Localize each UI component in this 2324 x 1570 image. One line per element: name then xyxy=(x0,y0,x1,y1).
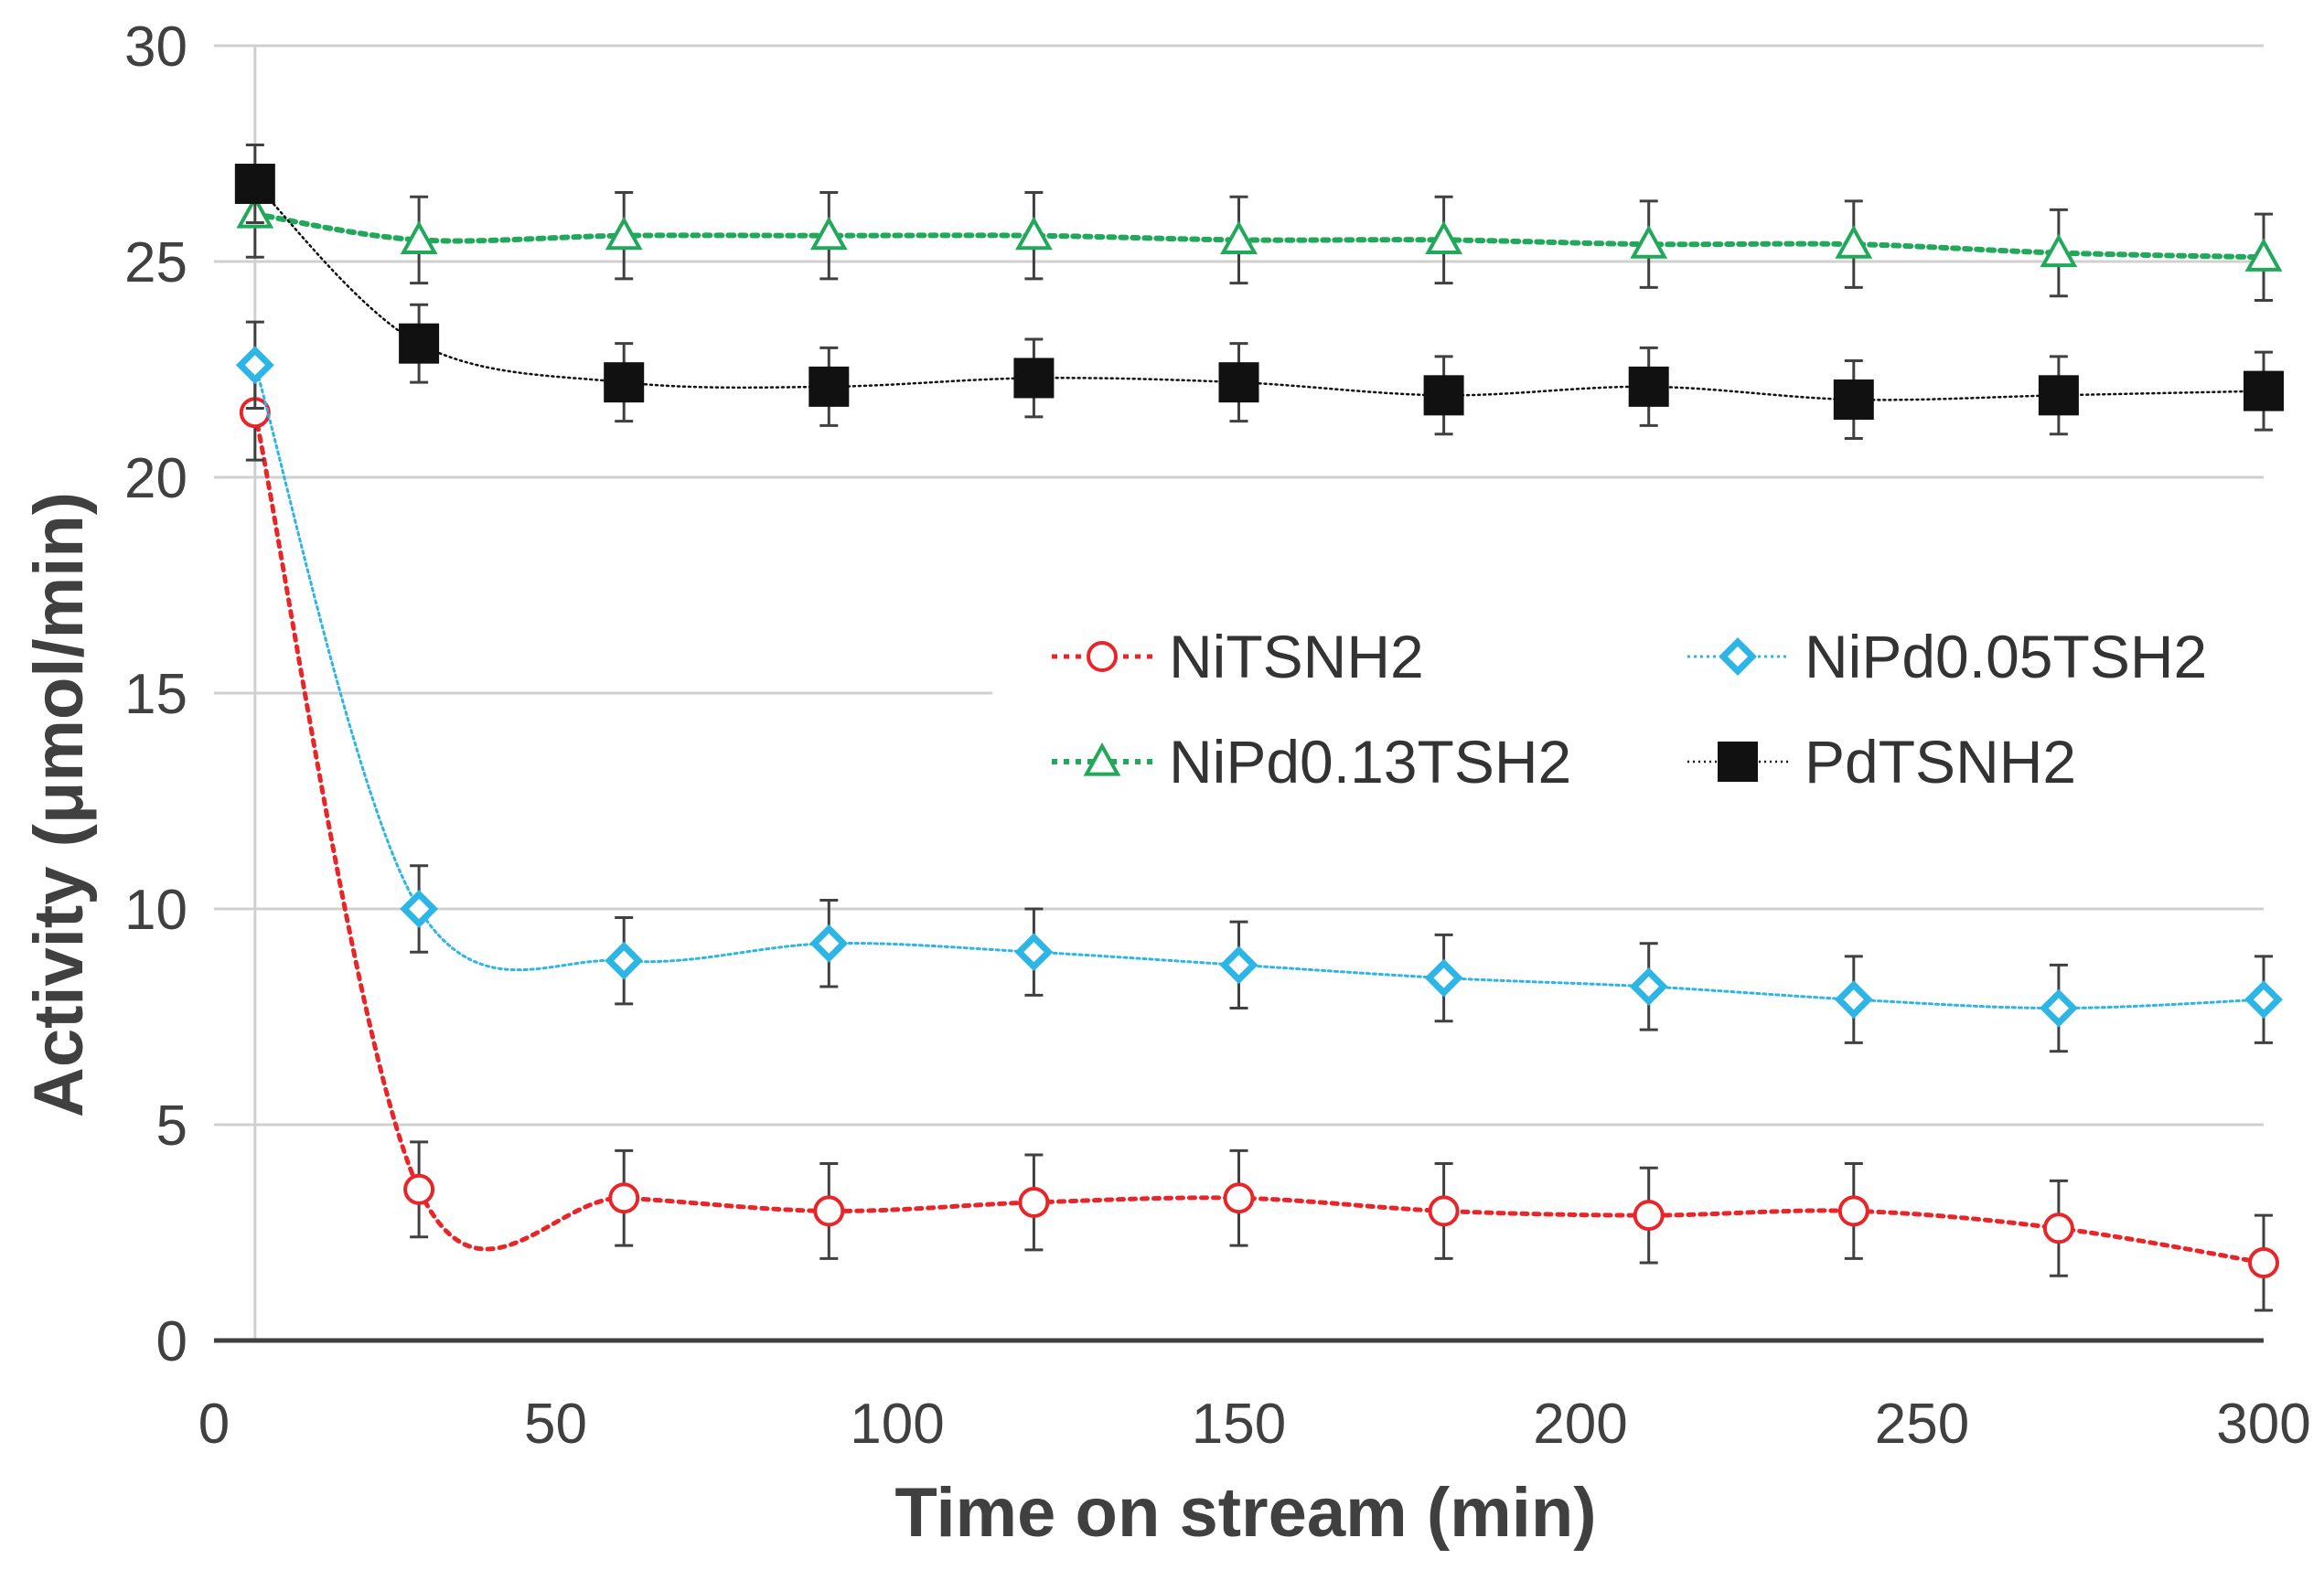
series-layer xyxy=(234,144,2284,1312)
legend-item-nitsnh2: NiTSNH2 xyxy=(1052,623,1424,690)
point-nipd0-05tsh2-6 xyxy=(1424,958,1463,998)
point-pdtsnh2-8 xyxy=(1833,379,1874,421)
point-nipd0-13tsh2-3 xyxy=(809,216,848,251)
y-tick-label-10: 10 xyxy=(124,879,187,942)
point-nitsnh2-5 xyxy=(1223,1182,1255,1214)
y-axis-title: Activity (μmol/min) xyxy=(20,492,98,1117)
point-nitsnh2-7 xyxy=(1633,1200,1665,1232)
y-axis-ticks: 0 5 10 15 20 25 30 xyxy=(124,16,187,1373)
point-nitsnh2-3 xyxy=(813,1195,845,1227)
series-line-nitsnh2 xyxy=(252,410,2266,1266)
point-nipd0-13tsh2-2 xyxy=(605,216,643,251)
legend-marker-pdtsnh2 xyxy=(1718,742,1758,782)
x-tick-label-100: 100 xyxy=(850,1393,944,1456)
series-line-nipd0-05tsh2 xyxy=(253,363,2265,1010)
point-pdtsnh2-6 xyxy=(1423,375,1464,416)
point-nitsnh2-4 xyxy=(1018,1186,1050,1218)
x-tick-label-50: 50 xyxy=(524,1393,587,1456)
x-tick-label-300: 300 xyxy=(2216,1393,2310,1456)
point-nipd0-05tsh2-4 xyxy=(1014,933,1054,972)
point-nitsnh2-1 xyxy=(403,1173,435,1205)
point-nipd0-13tsh2-6 xyxy=(1425,220,1462,254)
x-axis-title: Time on stream (min) xyxy=(894,1474,1596,1552)
point-nipd0-13tsh2-10 xyxy=(2244,238,2283,272)
x-tick-label-0: 0 xyxy=(198,1393,230,1456)
x-tick-label-200: 200 xyxy=(1533,1393,1627,1456)
legend-marker-nipd0-13tsh2 xyxy=(1083,742,1121,776)
point-nipd0-05tsh2-8 xyxy=(1834,980,1873,1020)
point-nipd0-05tsh2-7 xyxy=(1629,967,1668,1006)
point-nitsnh2-6 xyxy=(1428,1195,1460,1227)
point-nitsnh2-9 xyxy=(2042,1212,2074,1244)
x-tick-label-150: 150 xyxy=(1192,1393,1286,1456)
legend-background xyxy=(992,603,2268,818)
point-nitsnh2-2 xyxy=(608,1182,640,1214)
point-nipd0-05tsh2-9 xyxy=(2039,988,2078,1028)
point-nipd0-13tsh2-7 xyxy=(1630,225,1668,259)
point-pdtsnh2-5 xyxy=(1218,362,1259,403)
legend-item-pdtsnh2: PdTSNH2 xyxy=(1687,728,2076,796)
point-pdtsnh2-2 xyxy=(604,362,645,403)
y-tick-label-15: 15 xyxy=(124,663,187,726)
point-nipd0-05tsh2-1 xyxy=(400,890,439,928)
legend-label-nipd0-13tsh2: NiPd0.13TSH2 xyxy=(1169,728,1571,796)
series-nipd0-05tsh2 xyxy=(235,320,2283,1053)
point-pdtsnh2-3 xyxy=(809,366,850,407)
point-pdtsnh2-10 xyxy=(2244,370,2284,411)
series-nipd0-13tsh2 xyxy=(236,169,2283,302)
point-pdtsnh2-1 xyxy=(399,323,440,364)
legend-label-nipd0-05tsh2: NiPd0.05TSH2 xyxy=(1805,623,2207,690)
point-pdtsnh2-4 xyxy=(1013,358,1055,399)
point-pdtsnh2-9 xyxy=(2038,375,2079,416)
point-nipd0-13tsh2-8 xyxy=(1835,225,1873,259)
point-nipd0-13tsh2-4 xyxy=(1015,216,1053,251)
y-tick-label-30: 30 xyxy=(124,16,187,79)
series-line-nipd0-13tsh2 xyxy=(252,211,2266,261)
legend-item-nipd0-13tsh2: NiPd0.13TSH2 xyxy=(1052,728,1571,796)
legend-marker-nitsnh2 xyxy=(1087,641,1118,672)
point-nipd0-05tsh2-0 xyxy=(235,346,274,385)
point-pdtsnh2-7 xyxy=(1628,366,1669,407)
point-nitsnh2-8 xyxy=(1837,1195,1869,1227)
series-pdtsnh2 xyxy=(234,144,2284,441)
point-nipd0-13tsh2-1 xyxy=(400,220,438,254)
legend: NiTSNH2 NiPd0.05TSH2 NiPd0.13TSH2 PdTSNH2 xyxy=(1052,623,2207,796)
x-tick-label-250: 250 xyxy=(1875,1393,1969,1456)
point-nipd0-13tsh2-9 xyxy=(2040,233,2078,268)
point-nipd0-05tsh2-2 xyxy=(605,941,644,980)
point-nipd0-05tsh2-10 xyxy=(2244,980,2283,1020)
legend-marker-nipd0-05tsh2 xyxy=(1719,637,1757,676)
x-axis-ticks: 0 50 100 150 200 250 300 xyxy=(198,1393,2311,1456)
series-nitsnh2 xyxy=(239,363,2279,1312)
series-line-pdtsnh2 xyxy=(253,182,2265,401)
point-nipd0-05tsh2-3 xyxy=(809,924,849,963)
y-tick-label-25: 25 xyxy=(124,231,187,294)
point-nipd0-13tsh2-5 xyxy=(1220,220,1258,254)
point-pdtsnh2-0 xyxy=(234,164,275,205)
point-nipd0-05tsh2-5 xyxy=(1219,945,1258,985)
y-tick-label-5: 5 xyxy=(156,1095,187,1158)
legend-label-pdtsnh2: PdTSNH2 xyxy=(1805,728,2076,796)
point-nitsnh2-10 xyxy=(2248,1247,2279,1279)
y-tick-label-20: 20 xyxy=(124,447,187,510)
legend-item-nipd0-05tsh2: NiPd0.05TSH2 xyxy=(1687,623,2207,690)
y-tick-label-0: 0 xyxy=(156,1310,187,1373)
legend-label-nitsnh2: NiTSNH2 xyxy=(1169,623,1424,690)
